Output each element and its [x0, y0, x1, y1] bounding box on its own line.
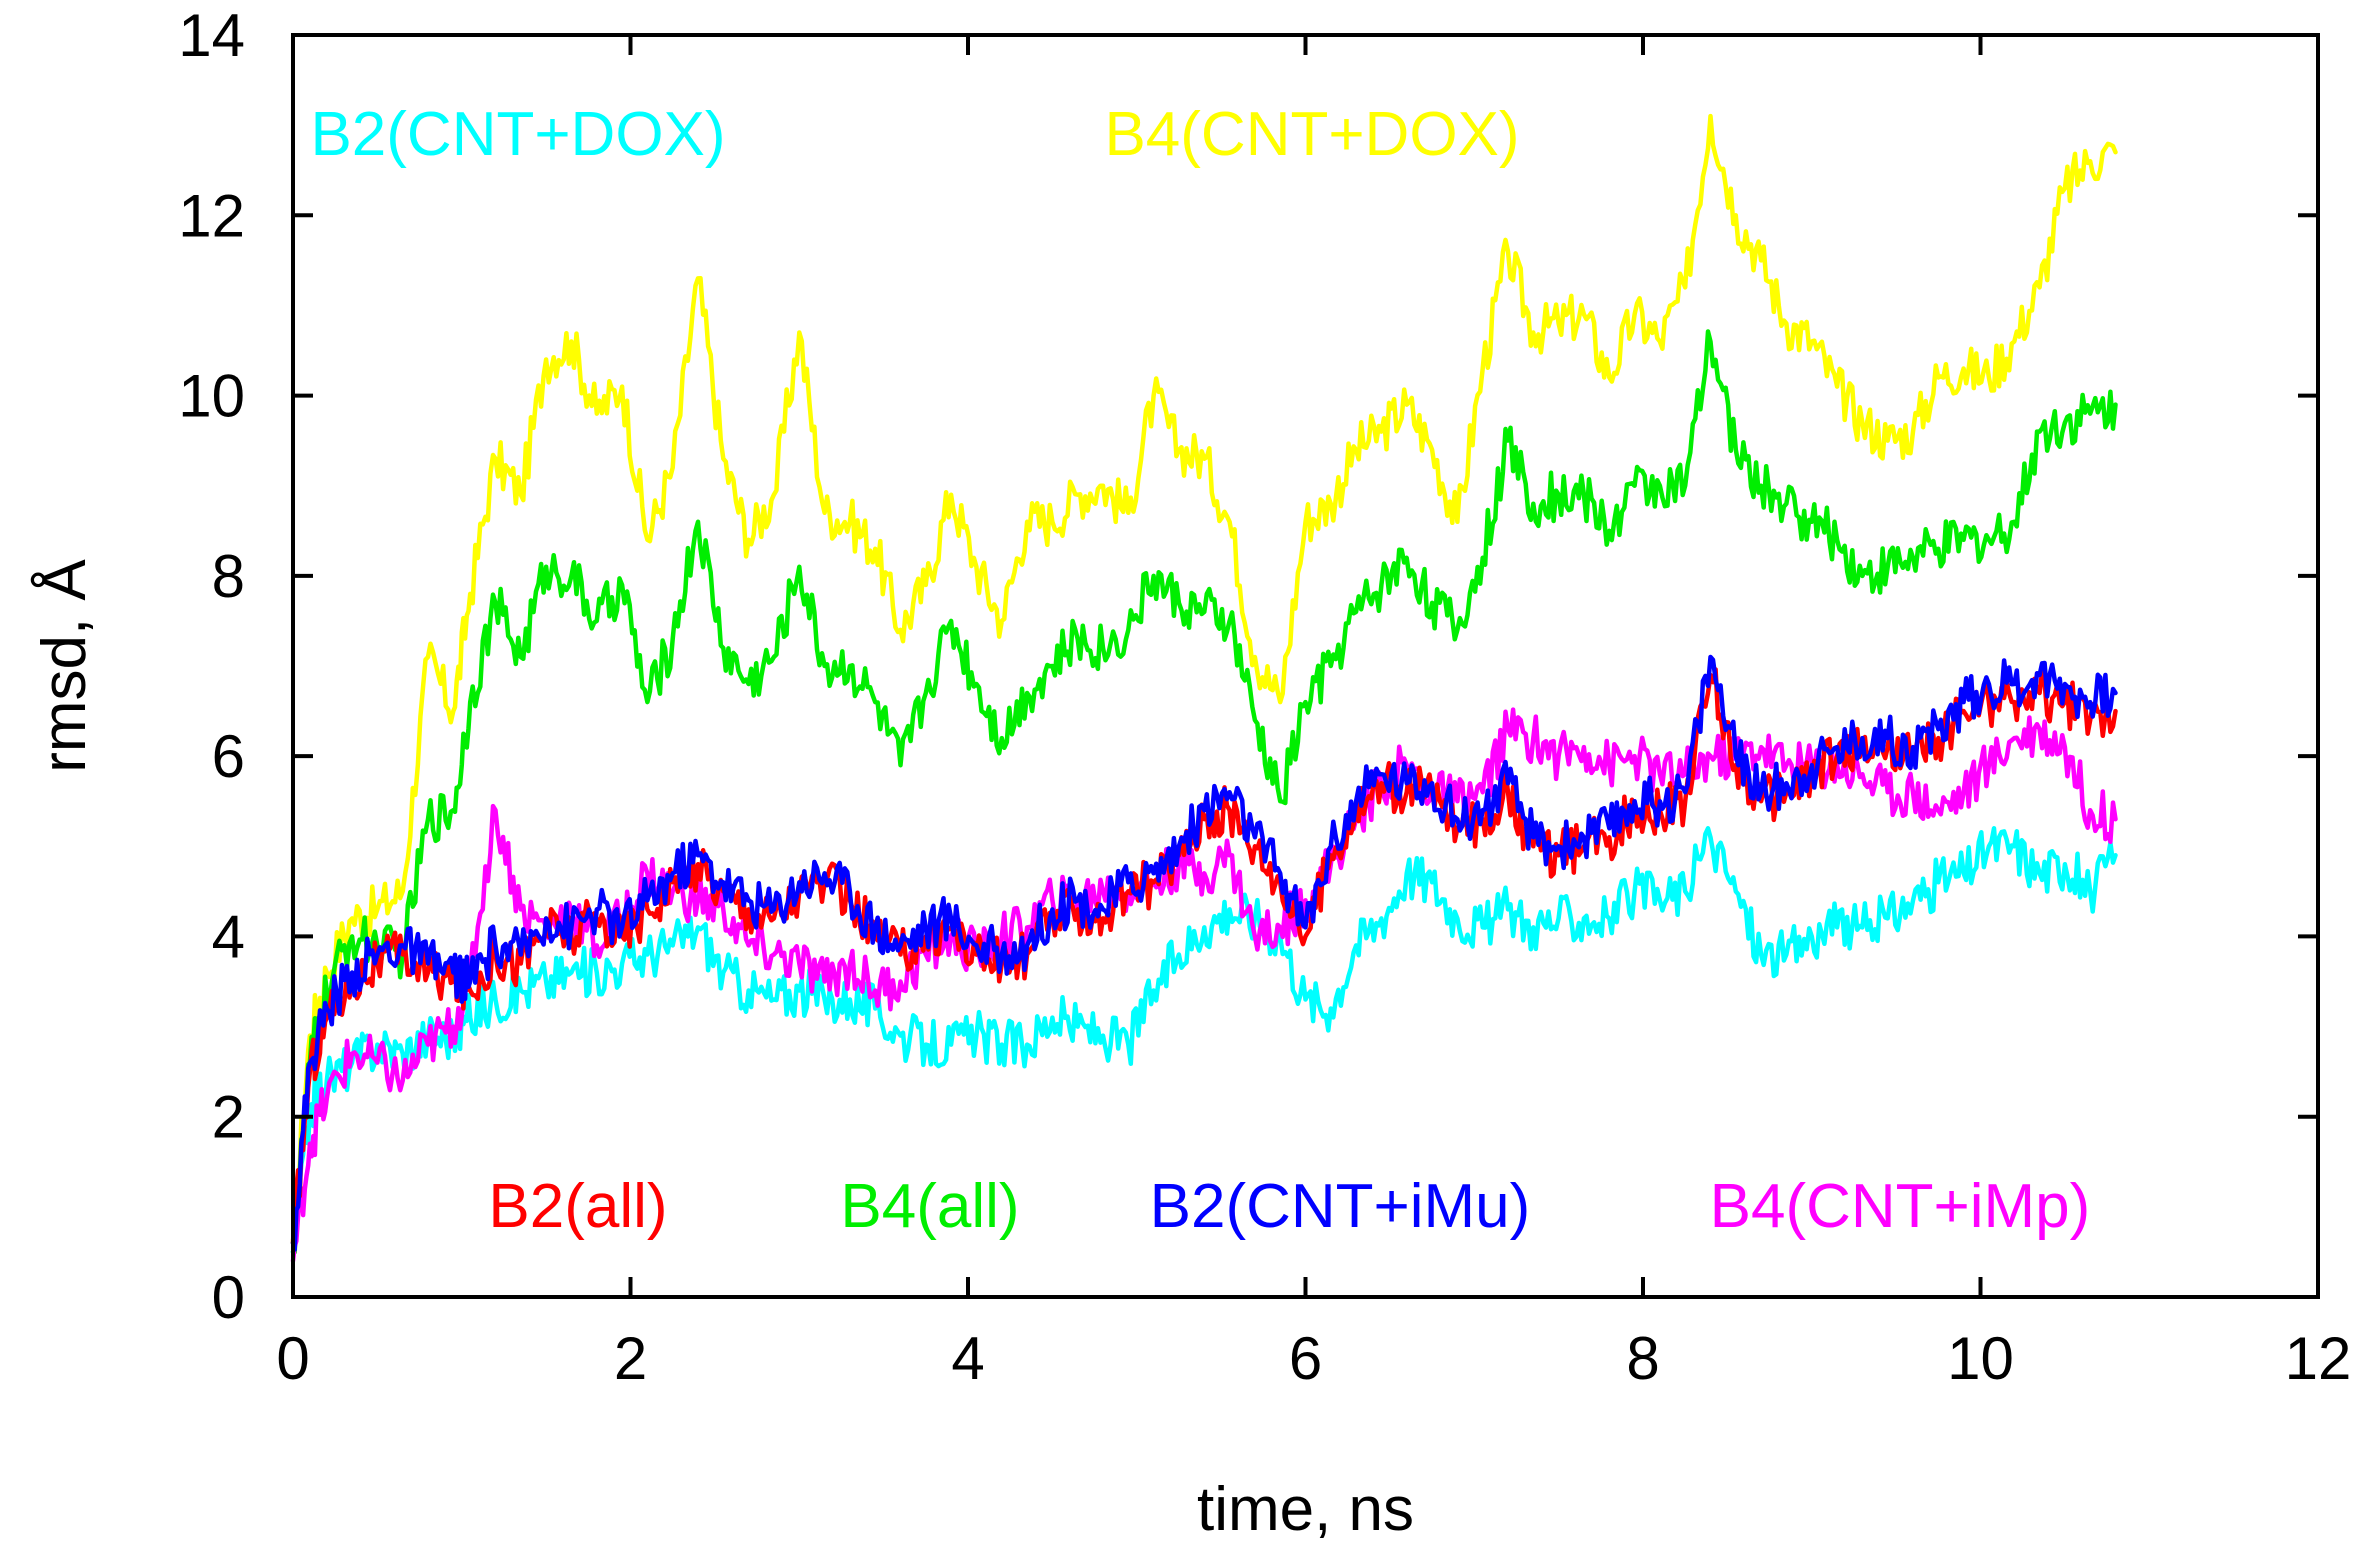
legend: B2(CNT+DOX) B4(CNT+DOX) B2(all) B4(all) B2(C… [310, 100, 2090, 1241]
x-tick-label: 4 [951, 1325, 984, 1392]
y-tick-label: 8 [212, 543, 245, 610]
y-tick-label: 12 [178, 182, 245, 249]
plot-frame [291, 33, 2320, 1299]
y-tick-label: 10 [178, 363, 245, 430]
y-tick-label: 4 [212, 903, 245, 970]
y-tick-label: 14 [178, 2, 245, 69]
legend-label-b4-cnt-imp: B4(CNT+iMp) [1710, 1172, 2091, 1241]
x-tick-label: 12 [2285, 1325, 2352, 1392]
legend-label-b2-cnt-dox: B2(CNT+DOX) [310, 100, 725, 169]
legend-label-b4-cnt-dox: B4(CNT+DOX) [1104, 100, 1519, 169]
series-line-b4-cnt-imp [290, 707, 2118, 1264]
x-tick-label: 6 [1289, 1325, 1322, 1392]
series-line-b2-cnt-imu [290, 654, 2118, 1252]
x-tick-label: 10 [1947, 1325, 2014, 1392]
x-axis-label: time, ns [1197, 1475, 1414, 1544]
ticks-layer: 0 2 4 6 8 10 12 0 2 4 6 8 10 12 14 [178, 2, 2351, 1392]
series-line-b2-cnt-dox [290, 826, 2118, 1255]
series-layer [290, 113, 2118, 1264]
x-tick-label: 8 [1626, 1325, 1659, 1392]
legend-label-b4-all: B4(all) [840, 1172, 1019, 1241]
y-axis-label: rmsd, Å [30, 559, 99, 773]
series-line-b4-cnt-dox [290, 113, 2118, 1246]
x-tick-label: 2 [614, 1325, 647, 1392]
legend-label-b2-cnt-imu: B2(CNT+iMu) [1150, 1172, 1531, 1241]
x-tick-label: 0 [276, 1325, 309, 1392]
y-tick-label: 6 [212, 723, 245, 790]
y-tick-label: 2 [212, 1084, 245, 1151]
y-tick-label: 0 [212, 1264, 245, 1331]
series-line-b4-all [290, 329, 2118, 1255]
legend-label-b2-all: B2(all) [488, 1172, 667, 1241]
